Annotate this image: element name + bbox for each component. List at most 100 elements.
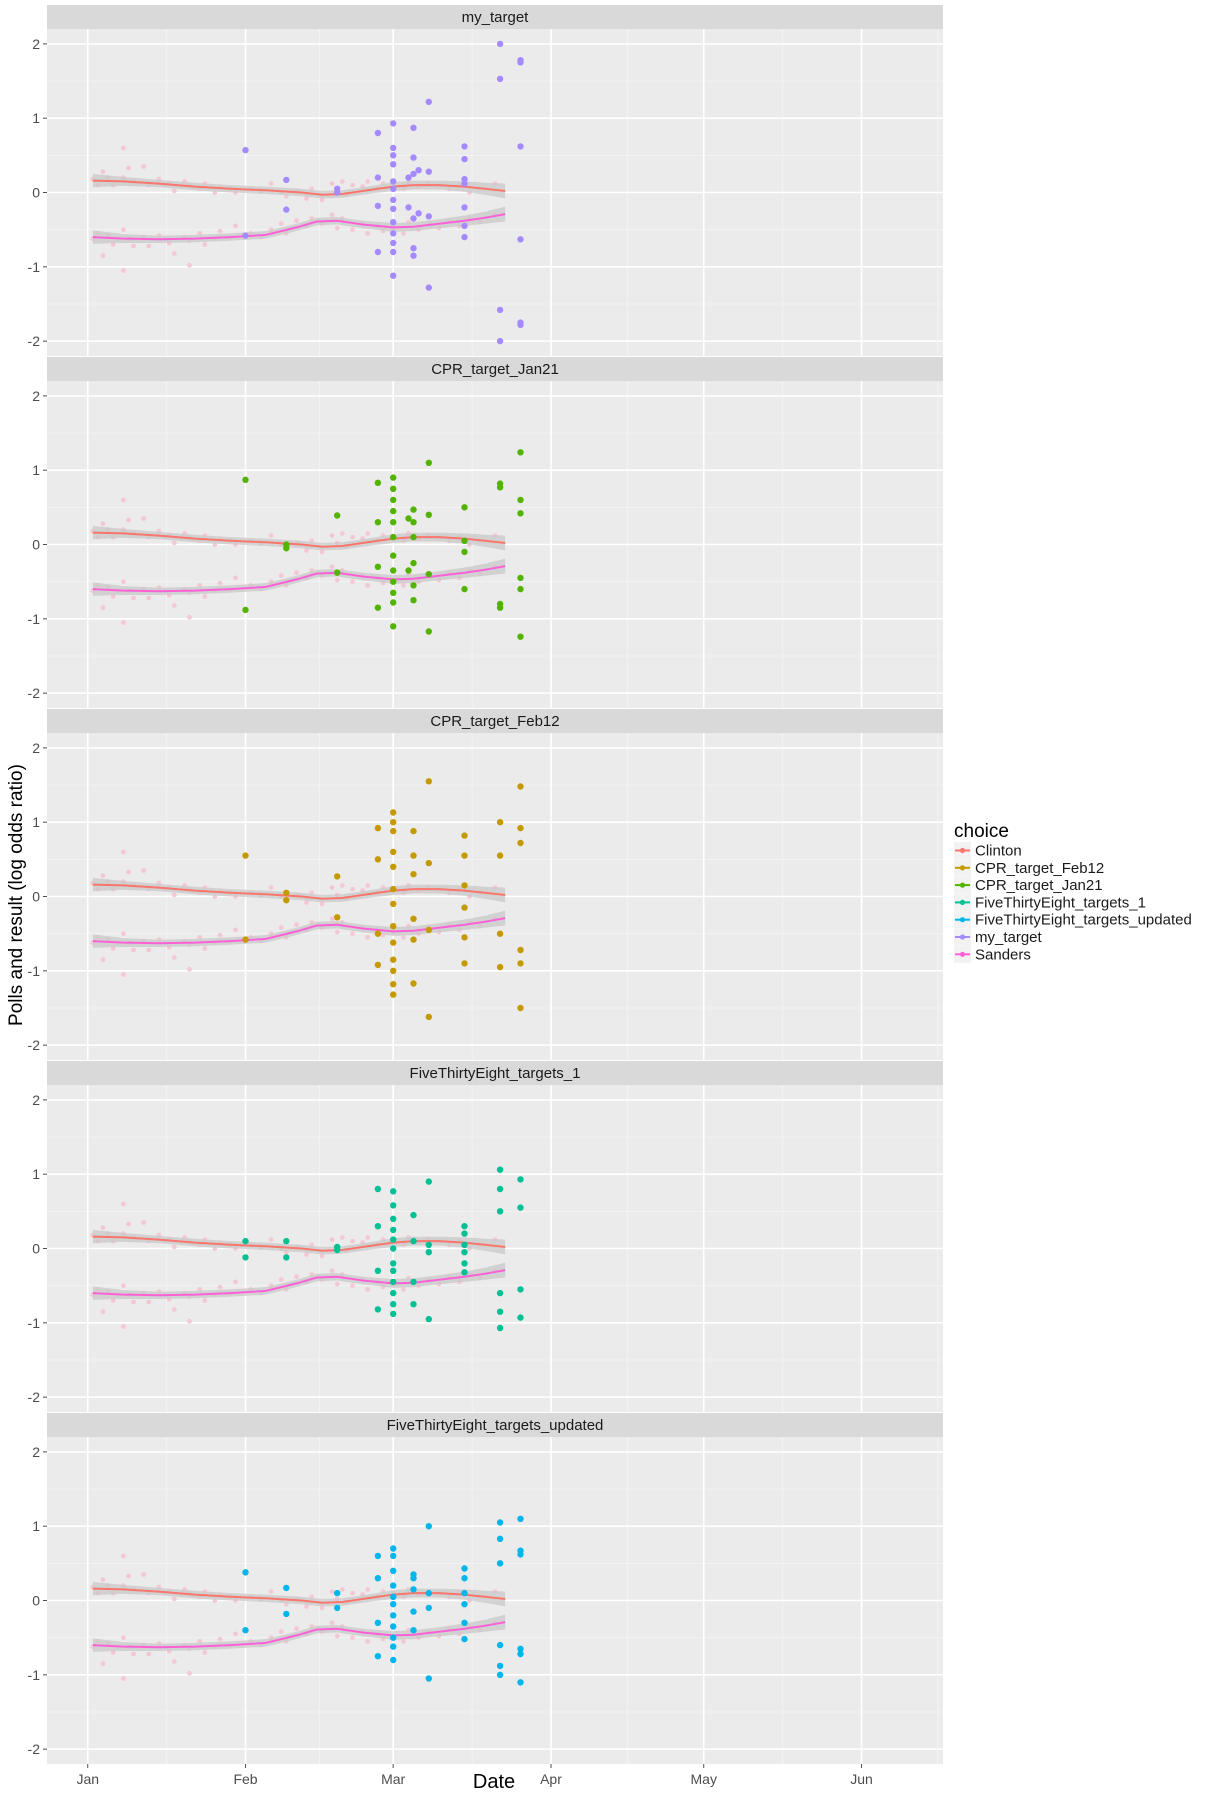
- target-point: [517, 839, 524, 847]
- target-point: [405, 515, 412, 522]
- poll-point: [197, 583, 203, 588]
- target-point: [390, 1567, 397, 1575]
- target-point: [390, 496, 397, 504]
- target-point: [461, 155, 468, 163]
- poll-point: [197, 1639, 203, 1644]
- y-tick-label: -1: [28, 963, 41, 979]
- target-point: [374, 202, 382, 210]
- target-point: [461, 832, 468, 839]
- target-point: [390, 1656, 397, 1664]
- target-point: [390, 1260, 397, 1267]
- target-point: [496, 963, 504, 971]
- poll-point: [171, 1244, 177, 1250]
- poll-point: [146, 1299, 152, 1305]
- target-point: [517, 449, 524, 456]
- target-point: [410, 1608, 417, 1615]
- poll-point: [294, 218, 299, 224]
- target-point: [242, 232, 249, 239]
- y-tick-label: 2: [32, 1092, 40, 1108]
- facet-panel-CPR_target_Jan21: CPR_target_Jan21 -2 -1 0 1 2: [28, 357, 943, 708]
- target-point: [496, 1641, 504, 1649]
- target-point: [242, 936, 249, 943]
- poll-point: [146, 1651, 152, 1657]
- target-point: [425, 1249, 432, 1256]
- legend-label: CPR_target_Feb12: [975, 860, 1104, 877]
- target-point: [334, 1604, 341, 1612]
- poll-point: [365, 531, 371, 536]
- target-point: [390, 967, 397, 974]
- target-point: [461, 904, 468, 911]
- poll-point: [329, 564, 335, 570]
- poll-point: [126, 869, 131, 875]
- poll-point: [121, 972, 126, 977]
- target-point: [390, 827, 397, 835]
- poll-point: [365, 1235, 371, 1240]
- legend-key-point: [959, 917, 966, 923]
- poll-point: [110, 594, 116, 599]
- target-point: [410, 852, 417, 859]
- target-point: [496, 1535, 504, 1543]
- target-point: [425, 1523, 432, 1530]
- target-point: [461, 934, 468, 941]
- poll-point: [100, 1577, 106, 1583]
- poll-point: [350, 1238, 355, 1244]
- target-point: [390, 1582, 397, 1589]
- legend-label: Clinton: [975, 843, 1022, 860]
- target-point: [390, 1545, 397, 1552]
- clinton-smooth-line: [92, 179, 506, 196]
- legend-label: CPR_target_Jan21: [975, 877, 1103, 894]
- legend-item-CPR_target_Feb12: CPR_target_Feb12: [954, 859, 1104, 877]
- target-point: [390, 178, 397, 185]
- target-point: [334, 1246, 341, 1254]
- target-point: [461, 222, 468, 230]
- target-point: [496, 1166, 504, 1173]
- poll-point: [217, 1636, 223, 1642]
- legend-label: FiveThirtyEight_targets_updated: [975, 912, 1192, 929]
- facet-strip-label: my_target: [462, 9, 530, 26]
- target-point: [410, 506, 417, 513]
- target-point: [390, 991, 397, 998]
- target-point: [405, 174, 412, 181]
- target-point: [425, 1013, 432, 1021]
- target-point: [374, 1185, 382, 1193]
- target-point: [390, 185, 397, 192]
- target-point: [374, 856, 382, 863]
- target-point: [283, 1254, 290, 1261]
- target-point: [390, 885, 397, 893]
- target-point: [390, 205, 397, 212]
- target-point: [390, 1552, 397, 1560]
- y-tick-label: -1: [28, 611, 41, 627]
- facet-strip-label: CPR_target_Feb12: [430, 713, 559, 730]
- target-point: [496, 1662, 504, 1670]
- target-point: [390, 1593, 397, 1601]
- target-point: [496, 604, 504, 611]
- target-point: [517, 496, 524, 504]
- target-point: [242, 1254, 249, 1261]
- target-point: [374, 479, 382, 486]
- target-point: [517, 1004, 524, 1012]
- target-point: [283, 1237, 290, 1245]
- target-point: [517, 783, 524, 790]
- target-point: [461, 1601, 468, 1608]
- poll-point: [121, 1201, 126, 1207]
- y-tick-label: 0: [32, 1241, 40, 1257]
- poll-point: [233, 1279, 238, 1285]
- target-point: [390, 1289, 397, 1297]
- target-point: [390, 1301, 397, 1308]
- target-point: [461, 960, 468, 967]
- poll-point: [401, 583, 406, 588]
- target-point: [410, 124, 417, 131]
- target-point: [517, 633, 524, 640]
- target-point: [517, 1515, 524, 1523]
- poll-point: [141, 516, 147, 521]
- poll-point: [171, 540, 177, 546]
- target-point: [390, 1245, 397, 1252]
- poll-point: [217, 1284, 223, 1290]
- target-point: [390, 956, 397, 963]
- target-point: [517, 510, 524, 517]
- target-point: [425, 511, 432, 518]
- poll-point: [197, 1287, 203, 1292]
- target-point: [242, 1627, 249, 1634]
- poll-point: [100, 169, 106, 175]
- poll-point: [304, 196, 309, 201]
